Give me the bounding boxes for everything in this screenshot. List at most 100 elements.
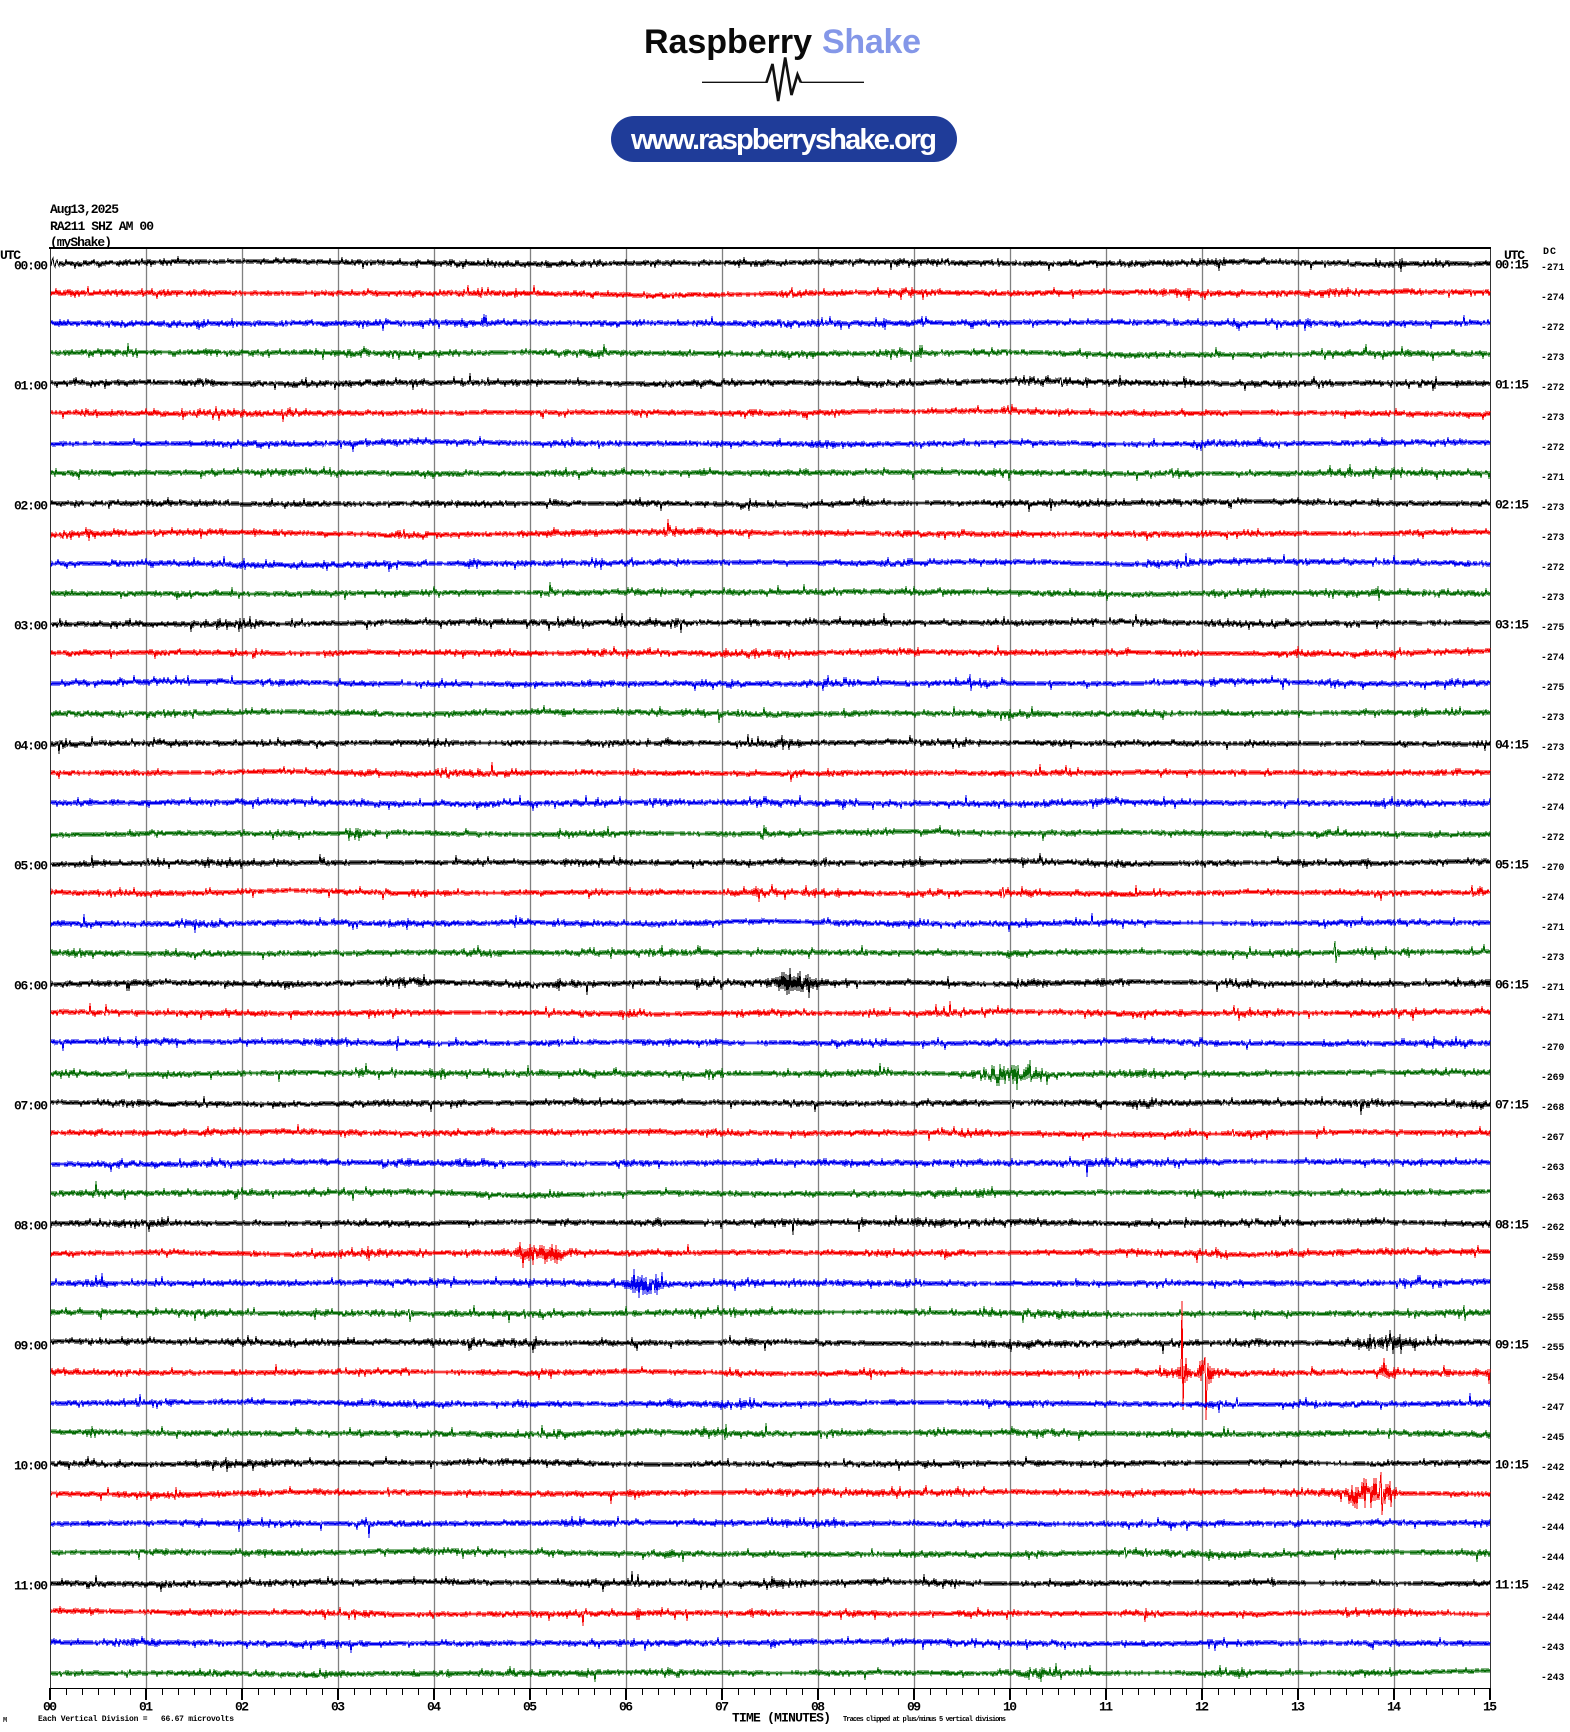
svg-text:-244: -244 (1541, 1552, 1564, 1563)
svg-text:-243: -243 (1541, 1642, 1564, 1653)
svg-text:-273: -273 (1541, 532, 1564, 543)
svg-text:-275: -275 (1541, 622, 1564, 633)
svg-text:11:15: 11:15 (1495, 1578, 1529, 1593)
svg-text:00: 00 (43, 1700, 57, 1715)
svg-text:TIME (MINUTES): TIME (MINUTES) (732, 1711, 831, 1726)
svg-text:02: 02 (235, 1700, 249, 1715)
svg-text:00:00: 00:00 (14, 259, 48, 274)
svg-text:08:00: 08:00 (14, 1219, 48, 1234)
svg-text:-274: -274 (1541, 892, 1564, 903)
svg-text:04:00: 04:00 (14, 739, 48, 754)
svg-text:08:15: 08:15 (1495, 1218, 1529, 1233)
svg-text:09:00: 09:00 (14, 1339, 48, 1354)
svg-text:05:00: 05:00 (14, 859, 48, 874)
svg-text:06:00: 06:00 (14, 979, 48, 994)
svg-text:09: 09 (907, 1700, 921, 1715)
svg-text:-258: -258 (1541, 1282, 1564, 1293)
svg-text:-273: -273 (1541, 412, 1564, 423)
svg-text:14: 14 (1387, 1700, 1401, 1715)
svg-text:RA211 SHZ AM 00: RA211 SHZ AM 00 (50, 219, 154, 234)
svg-text:-259: -259 (1541, 1252, 1564, 1263)
svg-text:-274: -274 (1541, 292, 1564, 303)
svg-text:-274: -274 (1541, 652, 1564, 663)
svg-text:01:00: 01:00 (14, 379, 48, 394)
svg-text:-270: -270 (1541, 862, 1564, 873)
svg-text:-269: -269 (1541, 1072, 1564, 1083)
svg-text:-263: -263 (1541, 1162, 1564, 1173)
svg-text:11:00: 11:00 (14, 1579, 48, 1594)
svg-text:10:00: 10:00 (14, 1459, 48, 1474)
svg-text:08: 08 (811, 1700, 825, 1715)
svg-text:-254: -254 (1541, 1372, 1564, 1383)
svg-text:-271: -271 (1541, 262, 1564, 273)
svg-text:-273: -273 (1541, 592, 1564, 603)
svg-text:UTC: UTC (1504, 248, 1525, 263)
svg-text:10:15: 10:15 (1495, 1458, 1529, 1473)
svg-text:-273: -273 (1541, 742, 1564, 753)
svg-text:M: M (3, 1717, 7, 1725)
svg-text:-247: -247 (1541, 1402, 1564, 1413)
svg-text:03: 03 (331, 1700, 345, 1715)
svg-text:Shake: Shake (822, 23, 921, 61)
svg-text:-273: -273 (1541, 352, 1564, 363)
svg-text:-270: -270 (1541, 1042, 1564, 1053)
svg-text:-272: -272 (1541, 562, 1564, 573)
svg-text:03:00: 03:00 (14, 619, 48, 634)
svg-text:-273: -273 (1541, 502, 1564, 513)
svg-text:-245: -245 (1541, 1432, 1564, 1443)
svg-text:07:00: 07:00 (14, 1099, 48, 1114)
svg-text:-267: -267 (1541, 1132, 1564, 1143)
svg-text:05:15: 05:15 (1495, 858, 1529, 873)
svg-text:-272: -272 (1541, 832, 1564, 843)
svg-text:-274: -274 (1541, 802, 1564, 813)
svg-text:06:15: 06:15 (1495, 978, 1529, 993)
svg-text:-242: -242 (1541, 1492, 1564, 1503)
svg-text:13: 13 (1291, 1700, 1305, 1715)
svg-text:09:15: 09:15 (1495, 1338, 1529, 1353)
svg-text:00:15: 00:15 (1495, 258, 1529, 273)
svg-text:-255: -255 (1541, 1312, 1564, 1323)
svg-text:Each Vertical Division = 66.: Each Vertical Division = 66.67 microvolt… (38, 1715, 234, 1724)
svg-text:02:00: 02:00 (14, 499, 48, 514)
svg-text:-271: -271 (1541, 472, 1564, 483)
svg-text:-272: -272 (1541, 382, 1564, 393)
svg-text:07: 07 (715, 1700, 729, 1715)
svg-text:-244: -244 (1541, 1522, 1564, 1533)
svg-text:-272: -272 (1541, 322, 1564, 333)
svg-text:-272: -272 (1541, 772, 1564, 783)
svg-text:-273: -273 (1541, 952, 1564, 963)
svg-text:-271: -271 (1541, 982, 1564, 993)
svg-text:12: 12 (1195, 1700, 1209, 1715)
svg-text:-272: -272 (1541, 442, 1564, 453)
svg-text:Aug13,2025: Aug13,2025 (50, 202, 119, 217)
svg-text:-271: -271 (1541, 1012, 1564, 1023)
svg-text:-273: -273 (1541, 712, 1564, 723)
svg-text:02:15: 02:15 (1495, 498, 1529, 513)
svg-text:03:15: 03:15 (1495, 618, 1529, 633)
svg-text:-271: -271 (1541, 922, 1564, 933)
svg-text:-244: -244 (1541, 1612, 1564, 1623)
svg-text:11: 11 (1099, 1700, 1113, 1715)
svg-text:DC: DC (1543, 247, 1556, 258)
svg-text:-243: -243 (1541, 1672, 1564, 1683)
svg-text:06: 06 (619, 1700, 633, 1715)
svg-text:-263: -263 (1541, 1192, 1564, 1203)
svg-text:-268: -268 (1541, 1102, 1564, 1113)
svg-text:-242: -242 (1541, 1582, 1564, 1593)
svg-text:-262: -262 (1541, 1222, 1564, 1233)
svg-text:-255: -255 (1541, 1342, 1564, 1353)
svg-text:07:15: 07:15 (1495, 1098, 1529, 1113)
svg-text:-242: -242 (1541, 1462, 1564, 1473)
svg-text:-275: -275 (1541, 682, 1564, 693)
svg-text:01:15: 01:15 (1495, 378, 1529, 393)
svg-text:04: 04 (427, 1700, 441, 1715)
svg-text:04:15: 04:15 (1495, 738, 1529, 753)
svg-text:10: 10 (1003, 1700, 1017, 1715)
svg-text:www.raspberryshake.org: www.raspberryshake.org (630, 124, 937, 156)
svg-text:(myShake): (myShake) (50, 235, 112, 250)
svg-text:Raspberry: Raspberry (644, 23, 812, 61)
svg-text:01: 01 (139, 1700, 153, 1715)
svg-text:15: 15 (1483, 1700, 1497, 1715)
svg-text:Traces clipped at plus/minus 5: Traces clipped at plus/minus 5 vertical … (843, 1716, 1006, 1724)
svg-text:05: 05 (523, 1700, 537, 1715)
